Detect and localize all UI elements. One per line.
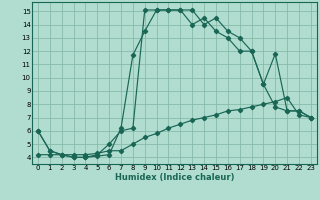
X-axis label: Humidex (Indice chaleur): Humidex (Indice chaleur) xyxy=(115,173,234,182)
